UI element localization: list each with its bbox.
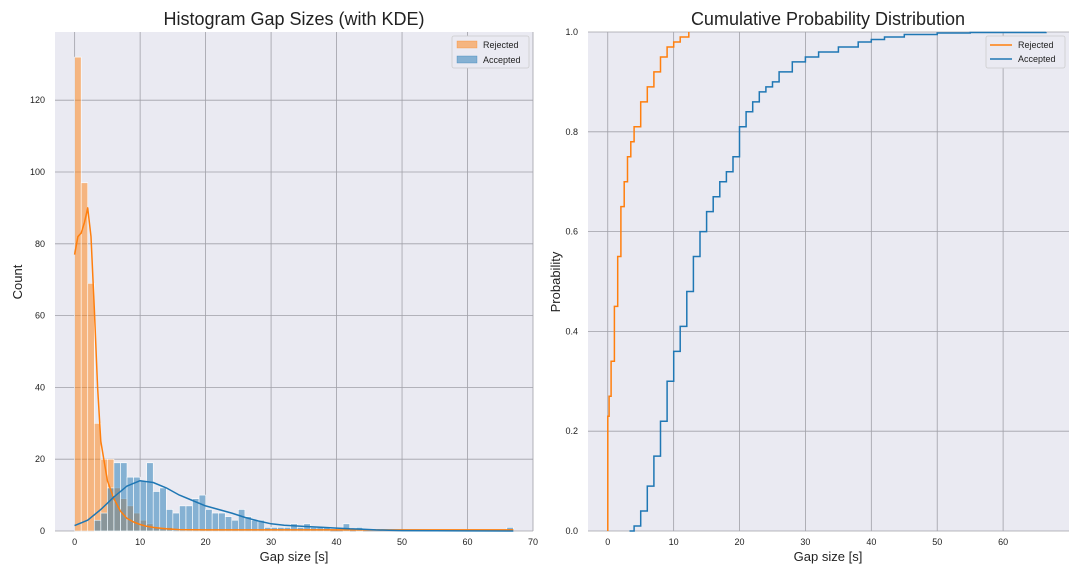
cdf-y-ticks: 0.0 0.2 0.4 0.6 0.8 1.0 [565, 27, 578, 536]
histogram-grid [55, 32, 534, 532]
x-tick-label: 30 [266, 537, 276, 547]
y-tick-label: 0 [40, 526, 45, 536]
cdf-line-accepted [629, 31, 1047, 532]
histogram-bar-rejected [74, 56, 82, 532]
histogram-bar-accepted [152, 491, 161, 532]
cdf-title: Cumulative Probability Distribution [691, 9, 965, 29]
legend-label-accepted: Accepted [1018, 54, 1056, 64]
histogram-bar-accepted [205, 509, 213, 532]
legend-label-rejected: Rejected [483, 40, 519, 50]
y-tick-label: 100 [30, 167, 45, 177]
histogram-kde-lines [73, 207, 514, 532]
histogram-bar-accepted [100, 512, 108, 532]
histogram-bar-accepted [93, 519, 102, 532]
histogram-y-label: Count [10, 264, 25, 299]
histogram-bar-accepted [257, 519, 265, 532]
histogram-bar-accepted [218, 512, 226, 532]
x-tick-label: 10 [135, 537, 145, 547]
x-tick-label: 0 [72, 537, 77, 547]
histogram-bar-accepted [179, 505, 187, 532]
x-tick-label: 0 [605, 537, 610, 547]
y-tick-label: 80 [35, 239, 45, 249]
histogram-bar-accepted [185, 505, 193, 532]
cdf-x-ticks: 0 10 20 30 40 50 60 [605, 537, 1008, 547]
histogram-bar-accepted [172, 512, 180, 532]
cdf-line-rejected [607, 32, 690, 531]
histogram-bar-accepted [211, 512, 219, 532]
histogram-bar-accepted [166, 509, 174, 532]
histogram-x-label: Gap size [s] [260, 549, 329, 564]
cdf-x-label: Gap size [s] [794, 549, 863, 564]
histogram-bar-rejected [80, 182, 89, 532]
x-tick-label: 50 [397, 537, 407, 547]
histogram-bar-rejected [87, 282, 95, 532]
x-tick-label: 10 [669, 537, 679, 547]
y-tick-label: 0.0 [565, 526, 578, 536]
x-tick-label: 50 [932, 537, 942, 547]
cdf-lines [607, 31, 1047, 532]
cdf-y-label: Probability [548, 251, 563, 312]
cdf-grid [588, 31, 1069, 532]
x-tick-label: 30 [800, 537, 810, 547]
histogram-legend: Rejected Accepted [451, 35, 530, 69]
x-tick-label: 60 [998, 537, 1008, 547]
x-tick-label: 60 [463, 537, 473, 547]
y-tick-label: 0.4 [565, 326, 578, 336]
histogram-bar-accepted [120, 462, 128, 532]
histogram-bar-accepted [224, 516, 233, 532]
y-tick-label: 0.6 [565, 227, 578, 237]
legend-swatch-rejected [456, 40, 478, 49]
histogram-y-ticks: 0 20 40 60 80 100 120 [30, 95, 45, 536]
kde-line-accepted [74, 479, 514, 532]
legend-label-accepted: Accepted [483, 55, 521, 65]
y-tick-label: 40 [35, 382, 45, 392]
cdf-panel: 0 10 20 30 40 50 60 0.0 0.2 0.4 0.6 0.8 1.0 Cumulat… [548, 9, 1069, 564]
x-tick-label: 40 [332, 537, 342, 547]
y-tick-label: 0.2 [565, 426, 578, 436]
x-tick-label: 70 [528, 537, 538, 547]
histogram-bar-accepted [146, 462, 154, 532]
legend-swatch-accepted [456, 55, 478, 64]
histogram-bar-accepted [342, 523, 350, 532]
kde-line-rejected [73, 207, 514, 531]
histogram-bar-accepted [139, 480, 147, 532]
cdf-plot-area [588, 32, 1069, 531]
y-tick-label: 120 [30, 95, 45, 105]
x-tick-label: 40 [866, 537, 876, 547]
y-tick-label: 20 [35, 454, 45, 464]
y-tick-label: 60 [35, 311, 45, 321]
legend-label-rejected: Rejected [1018, 40, 1054, 50]
x-tick-label: 20 [201, 537, 211, 547]
y-tick-label: 0.8 [565, 127, 578, 137]
histogram-bar-accepted [198, 494, 206, 532]
histogram-bar-accepted [238, 509, 246, 532]
cdf-legend: Rejected Accepted [985, 35, 1066, 69]
x-tick-label: 20 [735, 537, 745, 547]
histogram-x-ticks: 0 10 20 30 40 50 60 70 [72, 537, 538, 547]
histogram-panel: 0 10 20 30 40 50 60 70 0 20 40 60 80 100 120 Histogra… [10, 9, 538, 564]
y-tick-label: 1.0 [565, 27, 578, 37]
histogram-bar-accepted [159, 487, 167, 532]
histogram-title: Histogram Gap Sizes (with KDE) [163, 9, 424, 29]
histogram-plot-area [55, 32, 533, 531]
